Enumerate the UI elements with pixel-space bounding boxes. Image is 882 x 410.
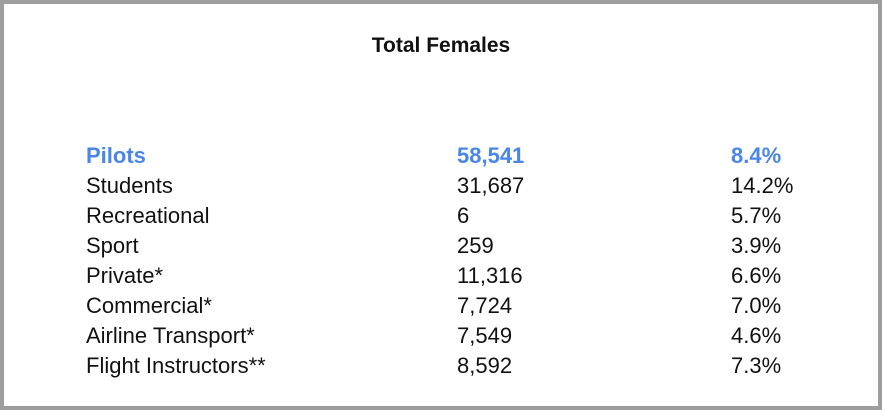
row-percent: 7.0% xyxy=(731,293,782,318)
table-row: Recreational 6 5.7% xyxy=(4,201,878,231)
row-percent: 5.7% xyxy=(731,203,782,228)
row-percent: 6.6% xyxy=(731,263,782,288)
row-percent: 7.3% xyxy=(731,353,782,378)
table-row: Airline Transport* 7,549 4.6% xyxy=(4,321,878,351)
row-label: Flight Instructors** xyxy=(86,353,266,378)
row-count: 58,541 xyxy=(457,143,525,168)
row-label: Airline Transport* xyxy=(86,323,255,348)
row-count: 8,592 xyxy=(457,353,513,378)
row-count: 6 xyxy=(457,203,470,228)
table-row: Commercial* 7,724 7.0% xyxy=(4,291,878,321)
table: Pilots 58,541 8.4% Students 31,687 14.2% Recre… xyxy=(4,141,878,381)
table-row: Sport 259 3.9% xyxy=(4,231,878,261)
row-percent: 8.4% xyxy=(731,143,782,168)
table-row: Private* 11,316 6.6% xyxy=(4,261,878,291)
row-percent: 4.6% xyxy=(731,323,782,348)
table-row: Pilots 58,541 8.4% xyxy=(4,141,878,171)
row-label: Sport xyxy=(86,233,139,258)
row-label: Pilots xyxy=(86,143,146,168)
row-count: 11,316 xyxy=(457,263,523,288)
row-label: Recreational xyxy=(86,203,210,228)
row-percent: 3.9% xyxy=(731,233,782,258)
row-count: 31,687 xyxy=(457,173,525,198)
table-row: Flight Instructors** 8,592 7.3% xyxy=(4,351,878,381)
row-label: Commercial* xyxy=(86,293,212,318)
row-percent: 14.2% xyxy=(731,173,794,198)
row-label: Private* xyxy=(86,263,164,288)
row-count: 7,549 xyxy=(457,323,513,348)
row-count: 7,724 xyxy=(457,293,513,318)
table-row: Students 31,687 14.2% xyxy=(4,171,878,201)
row-label: Students xyxy=(86,173,173,198)
title: Total Females xyxy=(371,34,511,57)
row-count: 259 xyxy=(457,233,494,258)
